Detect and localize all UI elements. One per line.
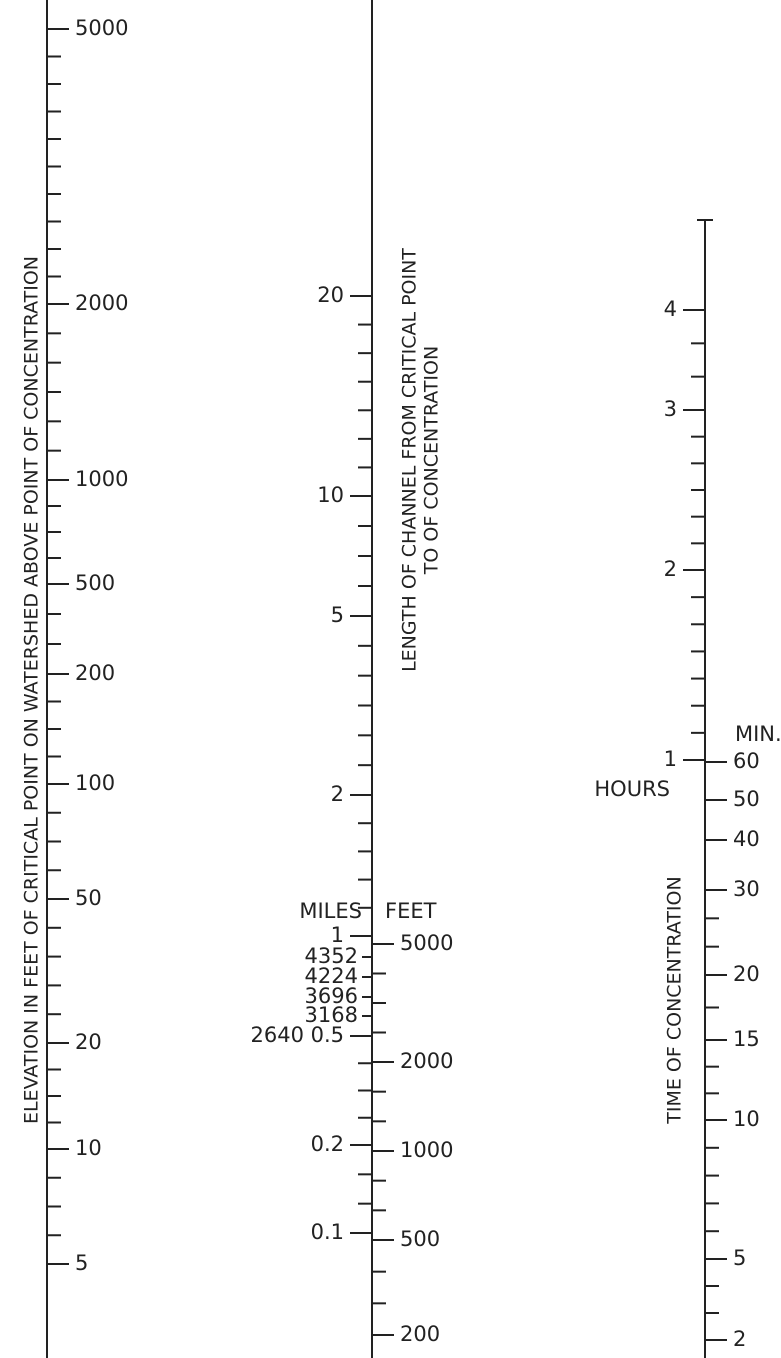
tick-label: 1 [664,747,677,771]
tick-label: 60 [733,749,760,773]
tick-label: 4 [664,297,677,321]
tick-label: 5 [733,1246,746,1270]
tick-label: 2 [664,557,677,581]
tick-label: 5 [75,1251,88,1275]
tick-label: 2640 0.5 [250,1023,344,1047]
scale-title: LENGTH OF CHANNEL FROM CRITICAL POINT [399,248,421,672]
unit-label: FEET [385,899,437,923]
tick-label: 50 [733,787,760,811]
tick-label: 1000 [400,1138,453,1162]
tick-label: 2000 [400,1049,453,1073]
unit-label: MILES [299,899,362,923]
unit-label: HOURS [594,777,670,801]
tick-label: 20 [317,283,344,307]
tick-label: 5000 [75,16,128,40]
tick-label: 500 [75,571,115,595]
scale-title: TO OF CONCENTRATION [421,346,443,575]
tick-label: 2 [733,1327,746,1351]
tick-label: 200 [400,1322,440,1346]
tick-label: 2000 [75,291,128,315]
tick-label: 10 [75,1136,102,1160]
tick-label: 200 [75,661,115,685]
unit-label: MIN. [735,722,781,746]
tick-label: 20 [75,1030,102,1054]
tick-label: 1 [331,923,344,947]
tick-label: 4352 [305,944,358,968]
tick-label: 3168 [305,1003,358,1027]
tick-label: 100 [75,771,115,795]
tick-label: 3696 [305,984,358,1008]
tick-label: 30 [733,877,760,901]
scale-title: ELEVATION IN FEET OF CRITICAL POINT ON W… [21,256,43,1124]
tick-label: 500 [400,1227,440,1251]
tick-label: 5 [331,603,344,627]
tick-label: 10 [733,1107,760,1131]
tick-label: 5000 [400,931,453,955]
tick-label: 3 [664,397,677,421]
tick-label: 50 [75,886,102,910]
tick-label: 15 [733,1027,760,1051]
tick-label: 4224 [305,964,358,988]
tick-label: 1000 [75,467,128,491]
tick-label: 0.2 [311,1132,344,1156]
tick-label: 2 [331,782,344,806]
tick-label: 0.1 [311,1220,344,1244]
tick-label: 10 [317,483,344,507]
tick-label: 40 [733,827,760,851]
scale-title: TIME OF CONCENTRATION [664,876,686,1124]
tick-label: 20 [733,962,760,986]
